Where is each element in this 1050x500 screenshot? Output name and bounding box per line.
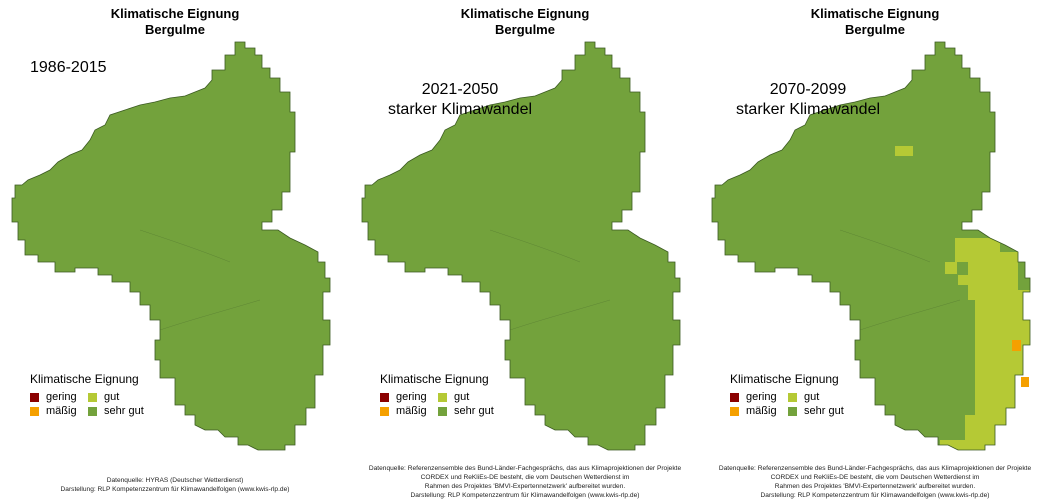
period-years: 1986-2015 [30, 59, 107, 76]
period-label: 2070-2099 starker Klimawandel [728, 80, 888, 120]
chart-title: Klimatische Eignung Bergulme [350, 6, 700, 38]
legend-title: Klimatische Eignung [730, 372, 839, 386]
source-line: Rahmen des Projektes 'BMVI-Expertennetzw… [424, 483, 626, 490]
legend-swatch [788, 392, 797, 402]
chart-title: Klimatische Eignung Bergulme [0, 6, 350, 38]
period-label: 2021-2050 starker Klimawandel [380, 80, 540, 120]
source-line: Darstellung: RLP Kompetenzzentrum für Kl… [760, 492, 990, 499]
legend-item-gut: gut [788, 391, 858, 403]
source-line: Rahmen des Projektes 'BMVI-Expertennetzw… [774, 483, 976, 490]
period-label: 1986-2015 [30, 58, 107, 78]
legend-swatch [88, 392, 97, 402]
legend-item-gut: gut [438, 391, 508, 403]
source-line: CORDEX und ReKliEs-DE besteht, die vom D… [420, 474, 630, 481]
source-line: Datenquelle: Referenzensemble des Bund-L… [718, 465, 1032, 472]
legend-swatch [730, 392, 739, 402]
period-years: 2070-2099 [769, 81, 847, 98]
legend-item-gering: gering [380, 391, 438, 403]
legend-swatch [730, 406, 739, 416]
title-line-1: Klimatische Eignung [460, 6, 590, 21]
source-line: Datenquelle: HYRAS (Deutscher Wetterdien… [106, 477, 244, 484]
source-line: Darstellung: RLP Kompetenzzentrum für Kl… [60, 486, 290, 493]
legend-item-gut: gut [88, 391, 158, 403]
source-note: Datenquelle: HYRAS (Deutscher Wetterdien… [0, 476, 350, 494]
legend-title: Klimatische Eignung [30, 372, 139, 386]
legend: Klimatische Eignung gering gut mäßig seh… [380, 372, 508, 417]
legend-item-sehr-gut: sehr gut [88, 405, 158, 417]
legend-swatch [30, 392, 39, 402]
map-panel-3: Klimatische Eignung Bergulme 2070-2099 s… [700, 0, 1050, 500]
legend-label: gut [454, 391, 470, 403]
legend-label: sehr gut [104, 405, 144, 417]
legend: Klimatische Eignung gering gut mäßig seh… [30, 372, 158, 417]
legend-swatch [438, 406, 447, 416]
maessig-patch [1012, 340, 1021, 351]
legend-label: mäßig [746, 405, 777, 417]
legend-title: Klimatische Eignung [380, 372, 489, 386]
legend-label: gering [746, 391, 777, 403]
title-line-2: Bergulme [145, 22, 205, 37]
source-line: Datenquelle: Referenzensemble des Bund-L… [368, 465, 682, 472]
source-line: CORDEX und ReKliEs-DE besteht, die vom D… [770, 474, 980, 481]
map-panel-2: Klimatische Eignung Bergulme 2021-2050 s… [350, 0, 700, 500]
legend-swatch [380, 406, 389, 416]
legend-label: gut [104, 391, 120, 403]
legend: Klimatische Eignung gering gut mäßig seh… [730, 372, 858, 417]
period-years: 2021-2050 [421, 81, 499, 98]
legend-item-maessig: mäßig [380, 405, 438, 417]
legend-label: gering [46, 391, 77, 403]
suitability-map-2 [361, 41, 681, 451]
suitability-map-3 [711, 41, 1031, 451]
legend-label: sehr gut [454, 405, 494, 417]
gut-area [940, 238, 1030, 450]
legend-label: gering [396, 391, 427, 403]
period-scenario: starker Klimawandel [387, 101, 533, 118]
map-panel-1: Klimatische Eignung Bergulme 1986-2015 K… [0, 0, 350, 500]
source-note: Datenquelle: Referenzensemble des Bund-L… [700, 464, 1050, 500]
source-line: Darstellung: RLP Kompetenzzentrum für Kl… [410, 492, 640, 499]
legend-label: mäßig [396, 405, 427, 417]
maessig-patch [1021, 377, 1029, 387]
legend-item-sehr-gut: sehr gut [788, 405, 858, 417]
suitability-map-1 [11, 41, 331, 451]
legend-swatch [380, 392, 389, 402]
title-line-1: Klimatische Eignung [110, 6, 240, 21]
legend-label: mäßig [46, 405, 77, 417]
legend-swatch [438, 392, 447, 402]
legend-item-gering: gering [730, 391, 788, 403]
source-note: Datenquelle: Referenzensemble des Bund-L… [350, 464, 700, 500]
gut-patch [895, 146, 913, 156]
title-line-1: Klimatische Eignung [810, 6, 940, 21]
legend-item-gering: gering [30, 391, 88, 403]
legend-item-sehr-gut: sehr gut [438, 405, 508, 417]
title-line-2: Bergulme [845, 22, 905, 37]
legend-swatch [788, 406, 797, 416]
period-scenario: starker Klimawandel [735, 101, 881, 118]
legend-label: gut [804, 391, 820, 403]
title-line-2: Bergulme [495, 22, 555, 37]
legend-swatch [88, 406, 97, 416]
chart-title: Klimatische Eignung Bergulme [700, 6, 1050, 38]
legend-item-maessig: mäßig [730, 405, 788, 417]
legend-item-maessig: mäßig [30, 405, 88, 417]
legend-swatch [30, 406, 39, 416]
legend-label: sehr gut [804, 405, 844, 417]
